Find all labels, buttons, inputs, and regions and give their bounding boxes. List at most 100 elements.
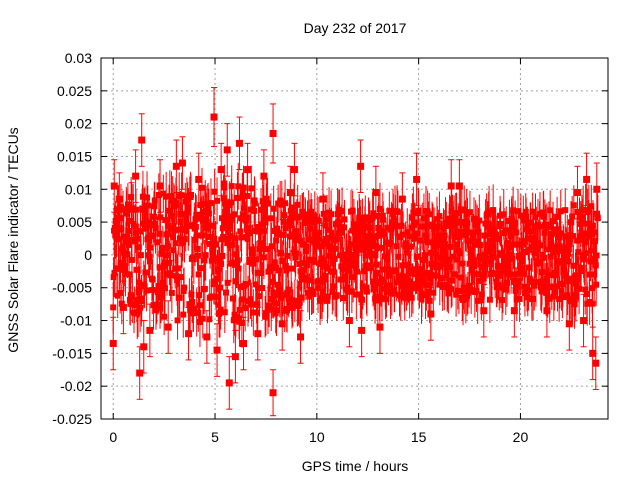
data-point: [583, 175, 591, 183]
data-point: [268, 306, 275, 313]
data-point: [436, 213, 443, 220]
data-point: [512, 219, 519, 226]
data-point: [209, 251, 216, 258]
data-point: [594, 215, 601, 222]
data-point: [522, 248, 529, 255]
data-point: [418, 290, 425, 297]
data-point: [140, 343, 148, 351]
data-point: [218, 215, 225, 222]
data-point: [481, 232, 488, 239]
data-point: [585, 233, 592, 240]
data-point: [319, 288, 326, 295]
data-point: [447, 243, 454, 250]
data-point: [297, 213, 304, 220]
data-point: [151, 197, 158, 204]
data-point: [288, 265, 295, 272]
data-point: [541, 254, 548, 261]
data-point: [232, 313, 239, 320]
data-point: [304, 262, 311, 269]
data-point: [240, 184, 247, 191]
data-point: [158, 250, 165, 257]
data-point: [415, 207, 422, 214]
x-tick-label: 5: [211, 429, 219, 445]
data-point: [319, 195, 327, 203]
data-point: [111, 269, 118, 276]
data-point: [548, 240, 555, 247]
data-point: [382, 296, 389, 303]
data-point: [372, 294, 379, 301]
data-point: [515, 278, 522, 285]
data-point: [284, 252, 291, 259]
data-point: [556, 234, 563, 241]
data-point: [337, 276, 344, 283]
data-point: [337, 229, 344, 236]
data-point: [523, 226, 530, 233]
data-point: [423, 281, 430, 288]
data-point: [240, 340, 248, 348]
data-point: [577, 264, 584, 271]
data-point: [195, 175, 203, 183]
data-point: [143, 225, 150, 232]
data-point: [524, 222, 531, 229]
data-point: [155, 282, 162, 289]
data-point: [445, 290, 452, 297]
data-point: [422, 292, 429, 299]
data-point: [283, 267, 290, 274]
data-point: [416, 284, 423, 291]
data-point: [426, 211, 433, 218]
data-point: [389, 222, 396, 229]
data-point: [115, 236, 122, 243]
data-point: [221, 180, 228, 187]
data-point: [497, 220, 504, 227]
data-point: [113, 265, 120, 272]
data-point: [576, 285, 583, 292]
data-point: [241, 211, 248, 218]
data-point: [147, 244, 154, 251]
data-point: [134, 235, 141, 242]
data-point: [141, 283, 148, 290]
data-point: [278, 201, 285, 208]
data-point: [110, 304, 117, 311]
data-point: [135, 244, 142, 251]
data-point: [260, 243, 267, 250]
data-point: [331, 255, 338, 262]
data-point: [401, 294, 408, 301]
data-point: [492, 270, 499, 277]
data-point: [356, 228, 363, 235]
data-point: [419, 223, 426, 230]
data-point: [227, 233, 234, 240]
data-point: [357, 291, 364, 298]
data-point: [525, 235, 532, 242]
data-point: [124, 201, 131, 208]
data-point: [514, 283, 521, 290]
data-point: [393, 243, 400, 250]
data-point: [172, 240, 179, 247]
data-point: [205, 210, 212, 217]
data-point: [190, 305, 197, 312]
data-point: [212, 241, 219, 248]
y-tick-label: 0.03: [65, 50, 92, 66]
data-point: [466, 209, 473, 216]
data-point: [569, 296, 576, 303]
data-point: [166, 259, 173, 266]
data-point: [324, 216, 331, 223]
data-point: [153, 301, 160, 308]
data-point: [384, 254, 391, 261]
data-point: [409, 214, 416, 221]
data-point: [218, 260, 225, 267]
axis-ticks: 0 5 10 15 20 -0.025 -0.02 -0.015 -0.01 -0.005 0 0.0…: [52, 50, 608, 445]
data-point: [267, 215, 274, 222]
data-point: [550, 293, 557, 300]
data-point: [269, 389, 277, 397]
data-point: [275, 267, 282, 274]
data-point: [550, 230, 557, 237]
data-point: [490, 253, 497, 260]
data-point: [126, 271, 133, 278]
data-point: [548, 283, 555, 290]
data-point: [215, 301, 222, 308]
data-point: [407, 267, 414, 274]
data-point: [256, 228, 263, 235]
data-point: [489, 244, 496, 251]
data-point: [420, 256, 427, 263]
data-point: [229, 241, 236, 248]
